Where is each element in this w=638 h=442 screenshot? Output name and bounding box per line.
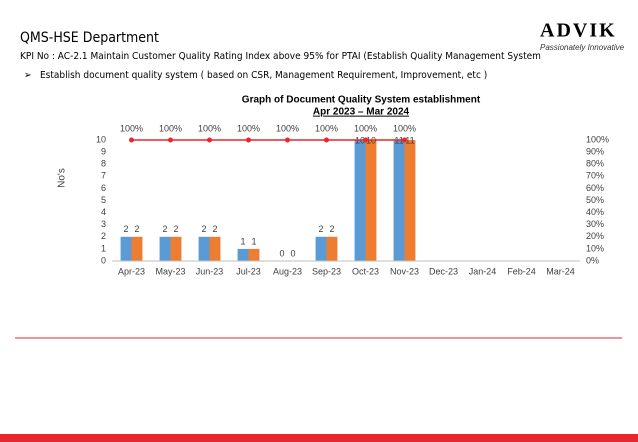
- y2-tick-label: 90%: [586, 146, 604, 156]
- data-label: 100%: [159, 123, 182, 133]
- y2-tick-label: 0%: [586, 255, 599, 265]
- data-label: 2: [134, 224, 139, 234]
- line-marker: [246, 137, 251, 143]
- y2-tick-label: 40%: [586, 207, 604, 217]
- y2-tick-label: 10%: [586, 243, 604, 253]
- x-tick-label: Dec-23: [429, 266, 458, 276]
- bullet-text: Establish document quality system ( base…: [40, 70, 487, 81]
- x-tick-label: Nov-23: [390, 266, 419, 276]
- logo-tagline: Passionately Innovative: [540, 43, 625, 52]
- bar: [393, 140, 405, 261]
- x-tick-label: Apr-23: [118, 266, 145, 276]
- x-tick-label: Aug-23: [273, 266, 302, 276]
- y-tick-label: 10: [96, 134, 106, 144]
- y2-tick-label: 70%: [586, 171, 604, 181]
- y2-tick-label: 80%: [586, 159, 604, 169]
- y2-tick-label: 100%: [586, 134, 609, 144]
- bar: [198, 236, 210, 261]
- x-tick-label: Mar-24: [546, 266, 575, 276]
- data-label: 1: [241, 236, 246, 246]
- line-marker: [129, 137, 134, 143]
- line-marker: [402, 137, 407, 143]
- y-tick-label: 5: [101, 195, 106, 205]
- data-label: 100%: [315, 123, 338, 133]
- bar: [209, 236, 221, 261]
- y-tick-label: 2: [101, 231, 106, 241]
- data-label: 2: [202, 224, 207, 234]
- y-tick-label: 1: [101, 243, 106, 253]
- bar: [131, 236, 143, 261]
- x-tick-label: Jan-24: [469, 266, 497, 276]
- footer-bar: [0, 434, 638, 442]
- data-label: 100%: [276, 123, 299, 133]
- bar: [404, 140, 416, 261]
- y-tick-label: 6: [101, 183, 106, 193]
- bar: [326, 236, 338, 261]
- bar: [315, 236, 327, 261]
- data-label: 100%: [237, 123, 260, 133]
- bullet-arrow: ➢: [24, 70, 32, 81]
- x-tick-label: Sep-23: [312, 266, 341, 276]
- data-label: 100%: [120, 123, 143, 133]
- line-marker: [285, 137, 290, 143]
- data-label: 100%: [354, 123, 377, 133]
- data-label: 1: [251, 236, 256, 246]
- line-marker: [168, 137, 173, 143]
- data-label: 2: [124, 224, 129, 234]
- y2-tick-label: 60%: [586, 183, 604, 193]
- x-tick-label: Jun-23: [196, 266, 224, 276]
- y-axis-label: No's: [57, 168, 68, 188]
- bar: [237, 248, 249, 261]
- bar: [365, 140, 377, 261]
- data-label: 0: [280, 248, 285, 258]
- x-tick-label: May-23: [155, 266, 185, 276]
- data-label: 2: [163, 224, 168, 234]
- logo: ADVIK: [540, 20, 617, 42]
- data-label: 0: [290, 248, 295, 258]
- bar: [170, 236, 182, 261]
- y-tick-label: 3: [101, 219, 106, 229]
- x-tick-label: Oct-23: [352, 266, 379, 276]
- y-tick-label: 9: [101, 146, 106, 156]
- y-tick-label: 4: [101, 207, 106, 217]
- bar: [159, 236, 171, 261]
- y-tick-label: 0: [101, 255, 106, 265]
- chart-title: Graph of Document Quality System establi…: [242, 95, 481, 106]
- y2-tick-label: 50%: [586, 195, 604, 205]
- bar: [120, 236, 132, 261]
- line-marker: [363, 137, 368, 143]
- line-marker: [324, 137, 329, 143]
- y2-tick-label: 20%: [586, 231, 604, 241]
- data-label: 2: [173, 224, 178, 234]
- line-marker: [207, 137, 212, 143]
- x-tick-label: Feb-24: [507, 266, 536, 276]
- bar: [248, 248, 260, 261]
- plot-area: [120, 140, 416, 261]
- kpi-text: KPI No : AC-2.1 Maintain Customer Qualit…: [20, 51, 541, 62]
- data-label: 100%: [198, 123, 221, 133]
- data-label: 2: [212, 224, 217, 234]
- y-tick-label: 8: [101, 159, 106, 169]
- data-label: 2: [319, 224, 324, 234]
- data-label: 11: [405, 135, 414, 145]
- data-label: 2: [329, 224, 334, 234]
- data-label: 100%: [393, 123, 416, 133]
- bar: [354, 140, 366, 261]
- chart-subtitle: Apr 2023 – Mar 2024: [313, 107, 410, 118]
- x-tick-label: Jul-23: [236, 266, 261, 276]
- y2-tick-label: 30%: [586, 219, 604, 229]
- y-tick-label: 7: [101, 171, 106, 181]
- slide-title: QMS-HSE Department: [20, 30, 159, 46]
